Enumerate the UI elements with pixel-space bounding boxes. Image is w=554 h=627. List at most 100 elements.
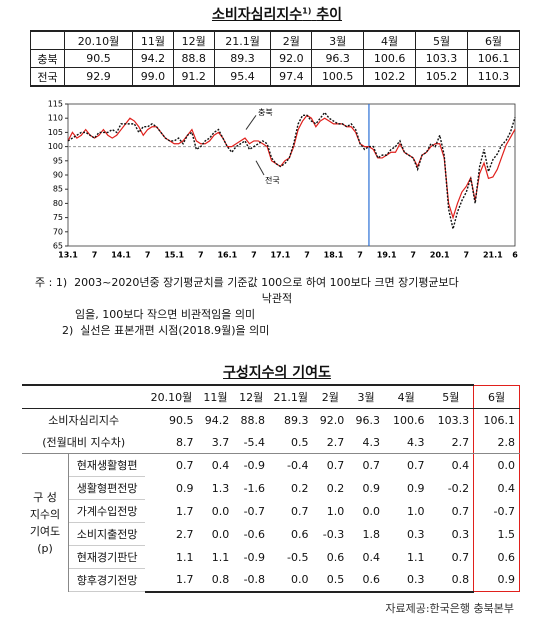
cell: 95.4 — [213, 67, 272, 87]
chart: 65 70 75 80 85 90 95 100 105 110 115 13.1 7 14.1 7 15.1… — [48, 100, 518, 260]
cell: 0.7 — [451, 504, 470, 518]
header-row: 20.10월 11월 12월 21.1월 2월 3월 4월 5월 6월 — [22, 384, 520, 409]
row: 소비지출전망 2.7 0.0 -0.6 0.6 -0.3 1.8 0.3 0.3 1.5 — [22, 522, 520, 546]
note-text: 2003~2020년중 장기평균치를 기준값 100으로 하여 100보다 크면… — [74, 276, 459, 289]
cell: 3.7 — [197, 431, 234, 454]
cell: 92.0 — [270, 49, 313, 68]
cell: 106.1 — [467, 49, 520, 68]
cell: 2.8 — [473, 431, 520, 454]
cell: -0.6 — [243, 527, 266, 541]
group-label-line: (p) — [37, 541, 53, 555]
x-tick-label: 19.1 — [377, 251, 397, 260]
cell: 1.1 — [176, 550, 194, 564]
cell: 100.6 — [363, 49, 417, 68]
x-tick-label: 7 — [357, 251, 363, 260]
corner-cell — [30, 30, 65, 50]
cell: 1.7 — [176, 504, 194, 518]
x-tick-label: 7 — [92, 251, 98, 260]
cell: 0.6 — [290, 527, 309, 541]
contribution-table: 20.10월 11월 12월 21.1월 2월 3월 4월 5월 6월 소비자심리지수 90.5 94… — [22, 384, 520, 593]
cell: 88.8 — [172, 49, 215, 68]
note-text: 임을, 100보다 작으면 비관적임을 의미 — [75, 308, 256, 321]
cell: 96.3 — [355, 413, 380, 427]
legend-label: 전국 — [265, 175, 280, 185]
cell: 91.2 — [172, 67, 215, 87]
row: 충북 90.5 94.2 88.8 89.3 92.0 96.3 100.6 103.3 106.… — [30, 49, 520, 68]
cell: 0.6 — [348, 568, 384, 593]
row-label: 충북 — [30, 49, 65, 68]
column-header: 12월 — [233, 384, 270, 409]
row: (전월대비 지수차) 8.7 3.7 -5.4 0.5 2.7 4.3 4.3 2.7 2.8 — [22, 431, 520, 454]
cell: 0.7 — [451, 550, 470, 564]
x-tick-label: 7 — [410, 251, 416, 260]
cell: 0.7 — [362, 458, 380, 472]
cell: 0.3 — [383, 568, 429, 593]
cell: -0.9 — [243, 458, 266, 472]
note-text: 실선은 표본개편 시점(2018.9월)을 의미 — [80, 324, 270, 337]
y-tick-label: 75 — [53, 213, 63, 222]
cell: 0.9 — [473, 568, 520, 592]
row: 향후경기전망 1.7 0.8 -0.8 0.0 0.5 0.6 0.3 0.8 0.9 — [22, 568, 520, 593]
cell: 94.2 — [204, 413, 230, 427]
legend-pointer — [255, 160, 265, 176]
row-label: 현재경기판단 — [68, 545, 146, 569]
column-header: 2월 — [312, 384, 349, 409]
y-tick-label: 110 — [48, 114, 63, 123]
title-end: 추이 — [316, 7, 343, 23]
x-tick-label: 7 — [304, 251, 310, 260]
column-header: 2월 — [270, 30, 313, 50]
x-tick-label: 6 — [512, 251, 518, 260]
corner-cell — [22, 384, 146, 409]
header-row: 20.10월 11월 12월 21.1월 2월 3월 4월 5월 6월 — [30, 30, 520, 50]
source: 자료제공:한국은행 충북본부 — [385, 602, 514, 615]
x-tick-label: 21.1 — [483, 251, 503, 260]
row-label: 소비자심리지수 — [48, 414, 120, 427]
cell: -0.7 — [243, 504, 266, 518]
cell: 2.7 — [428, 431, 474, 454]
cell: 0.6 — [473, 545, 520, 569]
cell: 110.3 — [467, 67, 520, 87]
cell: 1.0 — [407, 504, 425, 518]
group-label-line: 지수의 — [29, 507, 61, 521]
cell: 89.3 — [213, 49, 272, 68]
group-label-line: 기여도 — [29, 524, 61, 538]
cell: 0.4 — [473, 476, 520, 500]
x-tick-label: 17.1 — [271, 251, 291, 260]
cell: 89.3 — [283, 413, 309, 427]
y-tick-label: 100 — [48, 142, 63, 151]
cell: 4.3 — [348, 431, 384, 454]
y-tick-label: 85 — [53, 185, 63, 194]
x-tick-label: 15.1 — [164, 251, 184, 260]
cell: 0.2 — [326, 481, 345, 495]
x-tick-label: 7 — [251, 251, 257, 260]
cell: 0.3 — [407, 527, 425, 541]
cell: 106.1 — [473, 408, 520, 431]
row: 구 성 지수의 기여도 (p) 현재생활형편 0.7 0.4 -0.9 -0.4 0.7 0.7 0.… — [22, 453, 520, 592]
cell: 92.9 — [63, 67, 134, 87]
cell: 100.5 — [311, 67, 365, 87]
row: 생활형편전망 0.9 1.3 -1.6 0.2 0.2 0.9 0.9 -0.2 0.4 — [22, 476, 520, 500]
x-tick-label: 13.1 — [58, 251, 78, 260]
row-label: 소비지출전망 — [68, 522, 146, 546]
cell: 2.7 — [312, 431, 349, 454]
cell: 103.3 — [437, 413, 470, 427]
y-tick-label: 65 — [53, 242, 63, 251]
row: 소비자심리지수 90.5 94.2 88.8 89.3 92.0 96.3 100.6 103.… — [22, 408, 520, 431]
column-header: 6월 — [467, 30, 520, 50]
cell: -1.6 — [243, 481, 266, 495]
cell: -0.8 — [233, 568, 270, 593]
cell: 102.2 — [363, 67, 417, 87]
column-header: 20.10월 — [145, 384, 198, 409]
cell: 0.8 — [428, 568, 474, 593]
row-label: 전국 — [30, 67, 65, 87]
note-num: 2) — [62, 324, 74, 337]
note-lead: 주 : — [35, 276, 53, 289]
cell: 0.4 — [362, 550, 380, 564]
cell: 0.9 — [407, 481, 425, 495]
cell: 90.5 — [63, 49, 134, 68]
note-text: 낙관적 — [261, 292, 293, 305]
column-header: 3월 — [311, 30, 365, 50]
column-header: 5월 — [415, 30, 468, 50]
cell: 0.7 — [176, 458, 194, 472]
row: 현재경기판단 1.1 1.1 -0.9 -0.5 0.6 0.4 1.1 0.7 0.6 — [22, 545, 520, 569]
